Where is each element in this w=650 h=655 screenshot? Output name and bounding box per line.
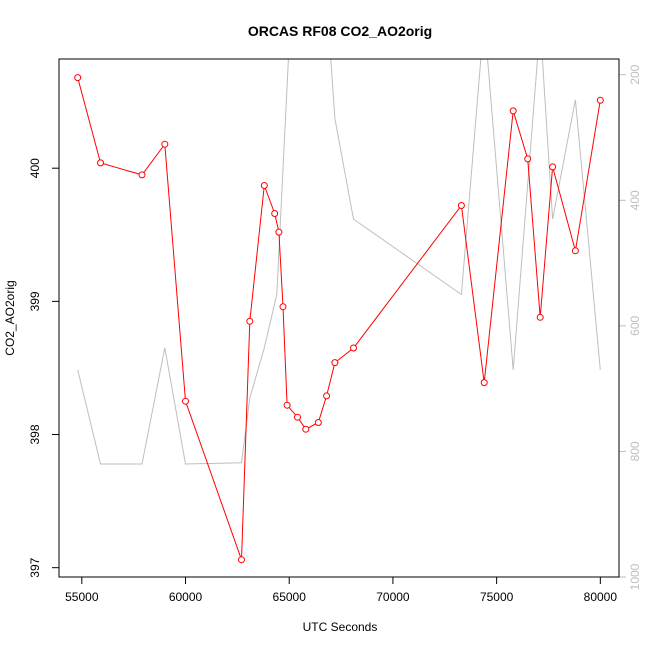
y-tick-label: 400 [28, 158, 42, 178]
red-series-line [77, 77, 601, 560]
y-tick-label: 398 [28, 424, 42, 444]
red-series-point [271, 210, 279, 217]
x-tick-label: 65000 [273, 590, 307, 604]
red-series-point [480, 379, 488, 387]
x-tick-label: 60000 [169, 590, 203, 604]
red-series-point [509, 107, 517, 115]
red-series-point [138, 171, 146, 179]
red-series-point [182, 397, 189, 405]
red-series-point [97, 159, 104, 167]
gray-series-line [77, 59, 601, 465]
red-series-point [246, 317, 254, 325]
red-series-point [549, 163, 557, 171]
y2-tick-label: 400 [628, 190, 642, 210]
red-series-point [302, 425, 310, 433]
y2-tick-label: 1000 [628, 563, 642, 590]
red-series-point [238, 556, 245, 564]
red-series-point [331, 359, 339, 367]
plot-frame [58, 58, 620, 578]
red-series-point [275, 228, 283, 236]
y2-tick-label: 800 [628, 441, 642, 461]
red-series-point [596, 96, 604, 104]
y-tick-label: 397 [28, 557, 42, 577]
y-axis-label: CO2_AO2orig [3, 280, 17, 355]
red-series-point [260, 182, 268, 189]
red-series-point [524, 155, 532, 163]
red-series-point [536, 313, 544, 321]
chart-title: ORCAS RF08 CO2_AO2orig [248, 23, 432, 39]
y-tick-label: 399 [28, 291, 42, 311]
x-tick-label: 75000 [480, 590, 514, 604]
red-series-point [457, 202, 465, 209]
red-series-point [571, 247, 579, 255]
red-series-point [74, 74, 82, 82]
red-series-point [161, 140, 169, 148]
red-series-point [283, 401, 291, 409]
y2-tick-label: 200 [628, 64, 642, 84]
red-series-point [279, 303, 287, 311]
x-tick-label: 55000 [65, 590, 99, 604]
y2-tick-label: 600 [628, 315, 642, 335]
x-axis-label: UTC Seconds [303, 620, 378, 634]
red-series-point [314, 419, 322, 426]
red-series-point [323, 392, 331, 400]
red-series-point [350, 344, 357, 352]
x-tick-label: 80000 [584, 590, 618, 604]
red-series-point [294, 413, 301, 421]
x-tick-label: 70000 [376, 590, 410, 604]
series-layer [74, 59, 604, 564]
